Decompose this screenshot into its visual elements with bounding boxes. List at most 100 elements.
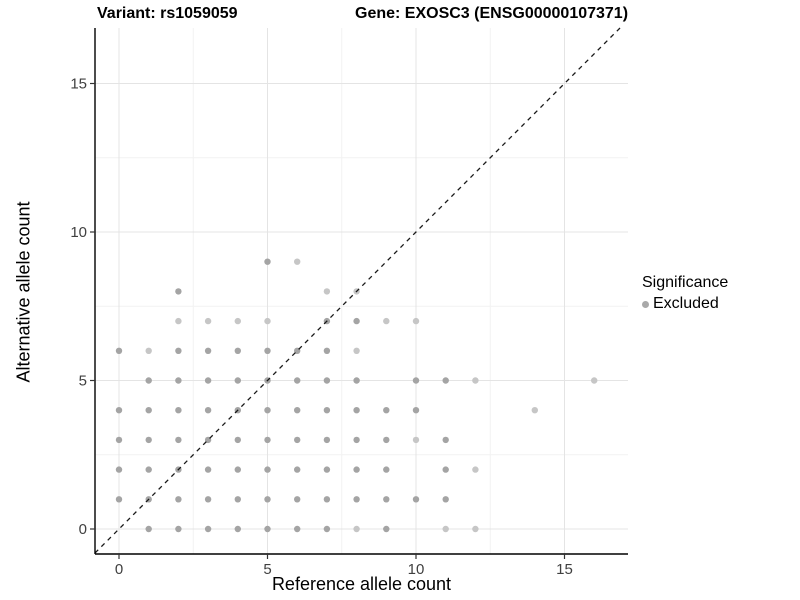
data-point xyxy=(145,347,152,354)
data-point xyxy=(323,288,331,295)
data-point xyxy=(264,525,271,533)
data-point xyxy=(264,347,271,354)
data-point xyxy=(204,407,212,414)
identity-line xyxy=(94,27,621,554)
data-point xyxy=(115,407,123,414)
data-point xyxy=(145,525,152,533)
data-point xyxy=(145,407,152,414)
legend-key-dot-icon xyxy=(642,300,649,308)
data-point xyxy=(175,407,182,414)
data-point xyxy=(175,496,182,503)
variant-title: Variant: rs1059059 xyxy=(97,5,238,22)
x-axis-title: Reference allele count xyxy=(271,574,452,594)
data-point xyxy=(264,317,271,325)
data-point xyxy=(531,407,538,414)
data-point xyxy=(175,377,182,384)
data-point xyxy=(294,436,301,444)
data-point xyxy=(145,436,152,444)
data-point xyxy=(412,496,420,503)
data-point xyxy=(294,496,301,503)
data-point xyxy=(353,436,360,444)
data-point xyxy=(353,317,360,325)
data-point xyxy=(204,466,212,473)
data-point xyxy=(294,466,301,473)
legend-item-label: Excluded xyxy=(653,295,719,312)
data-point xyxy=(175,436,182,444)
y-tick-label: 15 xyxy=(70,76,87,93)
data-point xyxy=(294,258,301,265)
data-point xyxy=(442,377,449,384)
data-point xyxy=(145,466,152,473)
data-point xyxy=(175,525,182,533)
data-point xyxy=(412,436,420,444)
y-tick-label: 0 xyxy=(79,521,87,538)
data-point xyxy=(353,496,360,503)
data-point xyxy=(383,525,390,533)
x-tick-label: 15 xyxy=(556,561,573,578)
data-point xyxy=(591,377,598,384)
data-point xyxy=(175,288,182,295)
data-point xyxy=(234,466,241,473)
data-point xyxy=(353,407,360,414)
data-point xyxy=(234,496,241,503)
data-point xyxy=(323,436,331,444)
data-point xyxy=(442,496,449,503)
data-point xyxy=(204,496,212,503)
legend-title: Significance xyxy=(642,274,729,291)
x-tick-label: 10 xyxy=(408,561,425,578)
data-point xyxy=(383,436,390,444)
data-point xyxy=(412,377,420,384)
data-point xyxy=(234,436,241,444)
data-point xyxy=(442,466,449,473)
data-point xyxy=(323,496,331,503)
data-point xyxy=(383,496,390,503)
data-point xyxy=(145,377,152,384)
data-point xyxy=(204,317,212,325)
data-point xyxy=(412,407,420,414)
data-point xyxy=(353,466,360,473)
legend: Significance Excluded xyxy=(642,274,728,313)
data-point xyxy=(472,466,479,473)
data-point xyxy=(472,525,479,533)
data-point xyxy=(175,347,182,354)
data-point xyxy=(323,525,331,533)
y-tick-label: 5 xyxy=(79,373,87,390)
data-point xyxy=(234,347,241,354)
data-point xyxy=(115,436,123,444)
data-point xyxy=(204,377,212,384)
data-point xyxy=(323,377,331,384)
data-point xyxy=(472,377,479,384)
data-point xyxy=(264,407,271,414)
x-tick-label: 5 xyxy=(263,561,271,578)
gene-title: Gene: EXOSC3 (ENSG00000107371) xyxy=(355,5,629,22)
data-point xyxy=(442,525,449,533)
data-point xyxy=(115,347,123,354)
data-point xyxy=(234,317,241,325)
data-point xyxy=(323,347,331,354)
data-point xyxy=(294,525,301,533)
data-point xyxy=(234,525,241,533)
data-point xyxy=(264,496,271,503)
data-point xyxy=(383,317,390,325)
data-point xyxy=(234,377,241,384)
data-point xyxy=(204,525,212,533)
data-point xyxy=(323,407,331,414)
data-point xyxy=(353,347,360,354)
data-point xyxy=(412,317,420,325)
data-point xyxy=(442,436,449,444)
data-point xyxy=(323,466,331,473)
data-point xyxy=(353,525,360,533)
y-tick-label: 10 xyxy=(70,224,87,241)
data-point xyxy=(383,407,390,414)
data-point xyxy=(204,347,212,354)
data-point xyxy=(264,466,271,473)
data-point xyxy=(353,377,360,384)
data-point xyxy=(175,317,182,325)
data-point xyxy=(264,436,271,444)
data-point xyxy=(115,496,123,503)
legend-item-excluded: Excluded xyxy=(642,295,728,313)
data-point xyxy=(383,466,390,473)
data-point xyxy=(264,258,271,265)
